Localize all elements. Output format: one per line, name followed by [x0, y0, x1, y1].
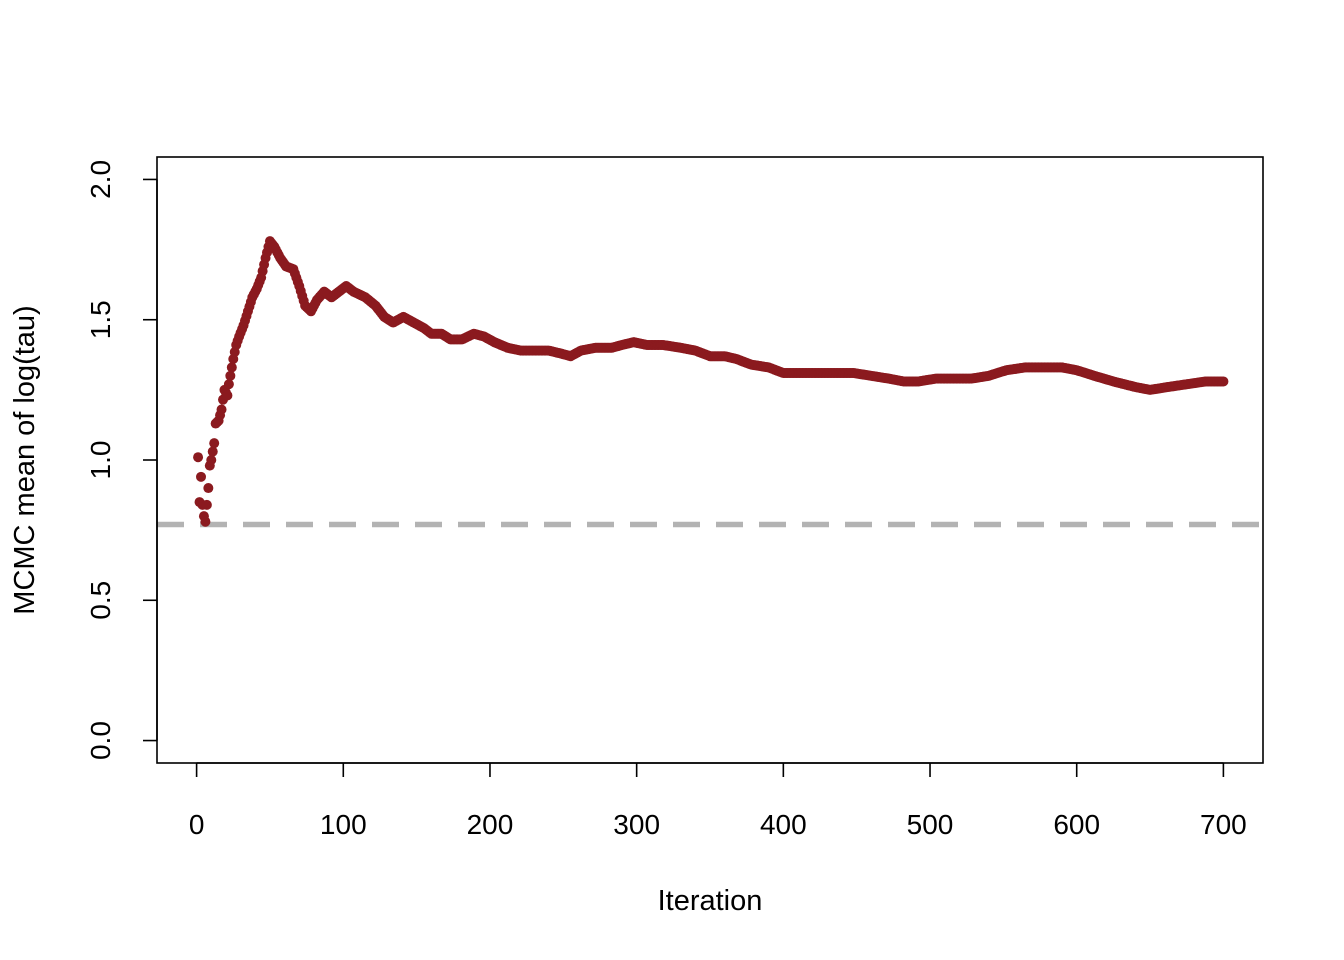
x-axis-title: Iteration [658, 885, 763, 917]
x-tick-label: 200 [467, 809, 514, 840]
points-layer [193, 236, 1229, 527]
y-tick-label: 1.0 [85, 441, 116, 480]
data-point [193, 452, 204, 463]
x-tick-label: 600 [1053, 809, 1100, 840]
x-tick-label: 400 [760, 809, 807, 840]
data-point [222, 390, 233, 401]
y-tick-label: 2.0 [85, 160, 116, 199]
data-point [1218, 376, 1229, 387]
x-tick-label: 500 [907, 809, 954, 840]
data-point [226, 362, 237, 373]
data-point [196, 471, 207, 482]
x-tick-label: 0 [189, 809, 205, 840]
y-tick-label: 1.5 [85, 300, 116, 339]
x-axis: 0 100 200 300 400 500 600 700 [189, 762, 1247, 840]
data-point [203, 483, 214, 494]
y-tick-label: 0.5 [85, 581, 116, 620]
x-tick-label: 700 [1200, 809, 1247, 840]
data-point [200, 516, 211, 527]
y-axis: 0.0 0.5 1.0 1.5 2.0 [85, 160, 158, 760]
y-axis-title: MCMC mean of log(tau) [9, 305, 41, 614]
data-point [201, 499, 212, 510]
data-point [207, 446, 218, 457]
y-tick-label: 0.0 [85, 721, 116, 760]
x-tick-label: 100 [320, 809, 367, 840]
data-point [223, 379, 234, 390]
data-point [206, 455, 217, 465]
data-point [225, 370, 236, 381]
data-point [216, 404, 227, 415]
x-tick-label: 300 [613, 809, 660, 840]
data-point [209, 438, 220, 449]
